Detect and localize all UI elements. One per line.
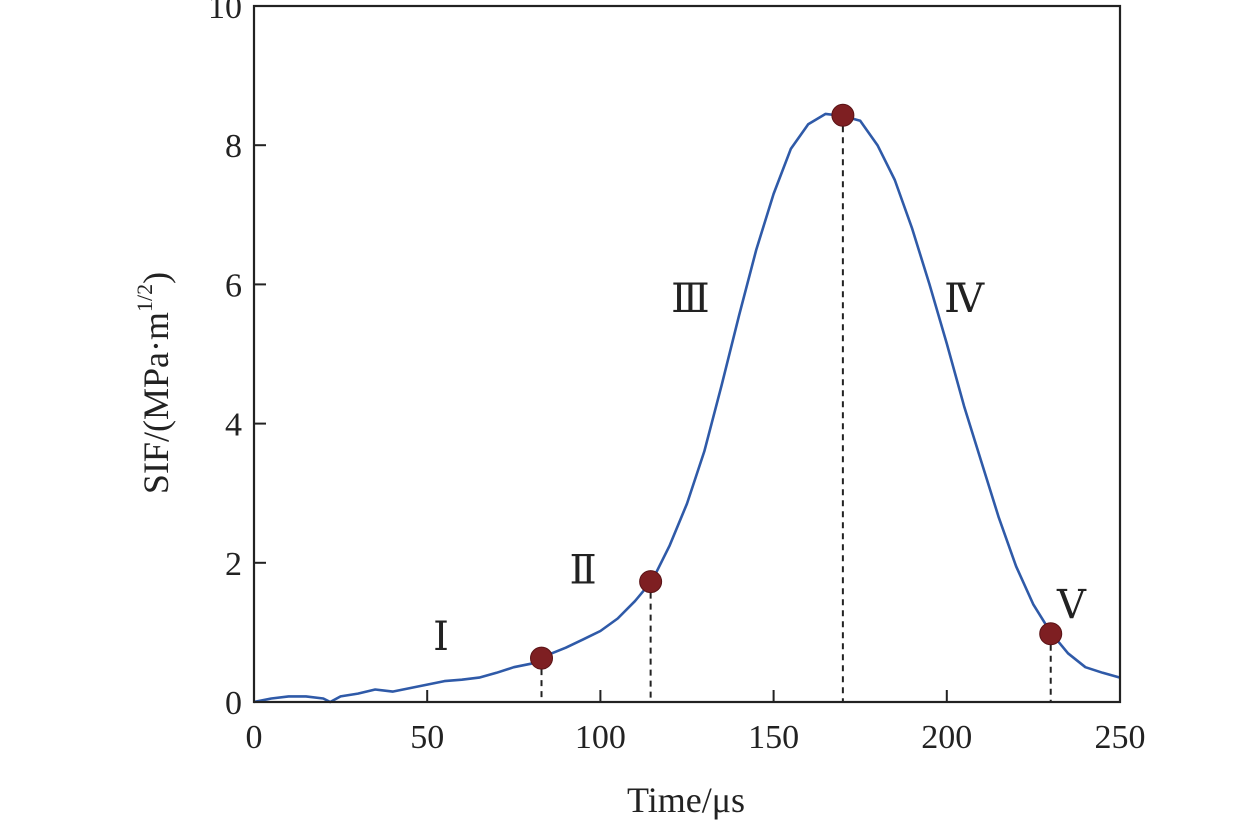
stage-labels: Ⅰ Ⅱ Ⅲ Ⅳ Ⅴ: [433, 276, 1087, 659]
plot-frame: [252, 4, 1122, 704]
y-tick-label-10: 10: [208, 0, 242, 26]
stage-label-4: Ⅳ: [944, 276, 985, 321]
stage-label-1: Ⅰ: [433, 614, 449, 659]
y-tick-label-4: 4: [225, 407, 242, 444]
stage-label-5: Ⅴ: [1056, 582, 1087, 627]
x-tick-label-200: 200: [921, 719, 972, 756]
plot-area: 0 50 100 150 200 250 0 2 4 6 8 10 Ⅰ Ⅱ Ⅲ Ⅳ Ⅴ: [208, 0, 1146, 756]
y-axis-title-close: ): [136, 272, 176, 284]
y-axis-title: SIF/(MPa·m1/2): [132, 272, 176, 494]
y-axis-title-main: SIF/(MPa·m: [136, 312, 176, 494]
drop-lines: [540, 115, 1052, 702]
y-tick-label-0: 0: [225, 685, 242, 722]
y-tick-label-6: 6: [225, 267, 242, 304]
x-tick-label-0: 0: [246, 719, 263, 756]
y-axis-title-superscript: 1/2: [132, 284, 157, 312]
stage-marker-4: [1039, 622, 1063, 646]
x-tick-label-150: 150: [748, 719, 799, 756]
sif-curve-line: [253, 112, 1121, 704]
x-tick-label-250: 250: [1095, 719, 1146, 756]
stage-marker-1: [530, 646, 554, 670]
stage-label-3: Ⅲ: [671, 276, 710, 321]
stage-marker-2: [639, 570, 663, 594]
x-tick-label-50: 50: [410, 719, 444, 756]
tick-labels: 0 50 100 150 200 250 0 2 4 6 8 10: [208, 0, 1146, 756]
axis-ticks: [253, 5, 1121, 703]
x-axis-title: Time/μs: [627, 780, 745, 820]
x-tick-label-100: 100: [575, 719, 626, 756]
stage-label-2: Ⅱ: [569, 548, 596, 593]
stage-markers: [530, 103, 1063, 670]
stage-marker-3: [831, 103, 855, 127]
y-tick-label-8: 8: [225, 128, 242, 165]
y-tick-label-2: 2: [225, 546, 242, 583]
